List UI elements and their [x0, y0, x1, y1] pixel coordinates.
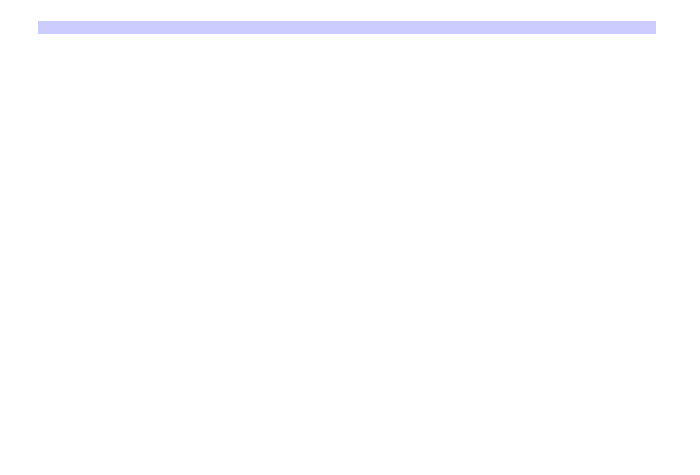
fxe-legend-swatch-icon	[48, 23, 57, 32]
vix-legend-swatch-icon	[114, 23, 123, 32]
legend-item-fxe	[48, 23, 62, 32]
legend-bar	[38, 21, 656, 34]
legend-item-vix	[114, 23, 128, 32]
